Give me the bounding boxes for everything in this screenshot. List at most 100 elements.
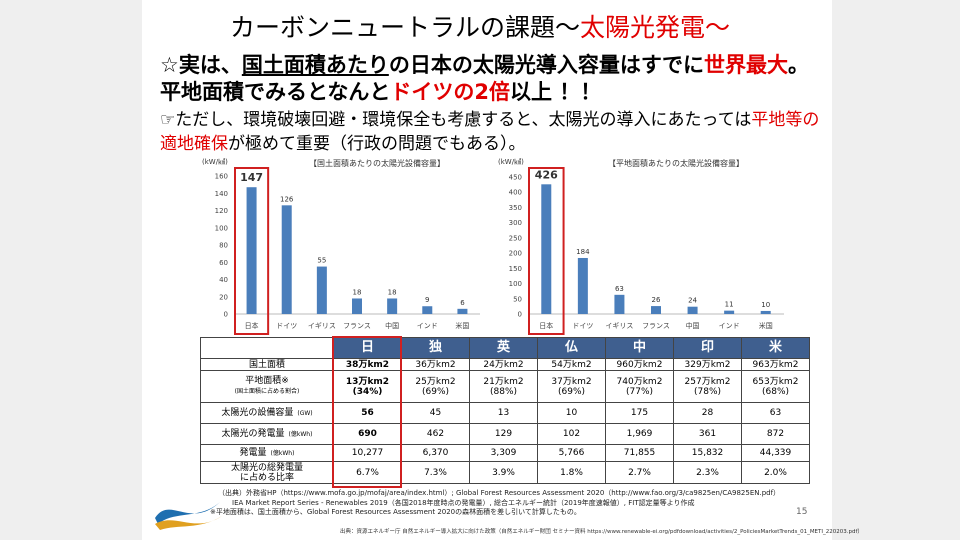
table-cell: 1,969 <box>605 423 674 445</box>
chart-title: 【平地面積あたりの太陽光設備容量】 <box>608 158 744 168</box>
y-tick-label: 350 <box>509 204 522 212</box>
bullet-segment: 平地等の適地確保 <box>160 110 820 154</box>
y-tick-label: 0 <box>518 311 522 319</box>
value-label: 147 <box>240 171 263 184</box>
y-tick-label: 120 <box>215 207 228 215</box>
value-label: 10 <box>761 301 770 309</box>
row-label-text: に占める比率 <box>239 472 294 483</box>
cell-text: 329万km2 <box>684 359 731 370</box>
bullet-segment: ☞ただし、環境破壊回避・環境保全も考慮すると、太陽光の導入にあたっては <box>160 110 752 130</box>
x-tick-label: 日本 <box>245 321 259 330</box>
logo-swoosh <box>155 516 222 530</box>
row-label-text: 太陽光の発電量 <box>221 428 285 439</box>
cell-text: (88%) <box>489 386 518 397</box>
value-label: 6 <box>460 299 465 307</box>
cell-text: 6.7% <box>356 467 379 478</box>
bar <box>316 266 327 314</box>
table-cell: 44,339 <box>741 444 810 462</box>
table-cell: 28 <box>673 402 742 424</box>
table-cell: 24万km2 <box>469 358 538 371</box>
highlight-box <box>332 336 402 488</box>
table-cell: 462 <box>401 423 470 445</box>
cell-text: 10 <box>565 408 578 418</box>
cell-text: 38万km2 <box>345 359 390 370</box>
bullet-segment: が極めて重要（行政の問題でもある）。 <box>228 134 526 154</box>
bar <box>614 294 625 314</box>
cell-text: 2.7% <box>628 467 651 478</box>
row-label-text: 平地面積※ <box>245 376 289 386</box>
row-label: 平地面積※ (国土面積に占める割合) <box>200 370 334 403</box>
bullet-segment: 世界最大 <box>704 53 789 77</box>
table-cell: 45 <box>401 402 470 424</box>
row-label-text: 太陽光の設備容量 <box>221 407 294 418</box>
y-tick-label: 80 <box>219 242 228 250</box>
table-cell: 63 <box>741 402 810 424</box>
value-label: 426 <box>535 168 558 181</box>
cell-text: 2.0% <box>764 467 787 478</box>
cell-text: 37万km2 <box>551 376 592 387</box>
cell-text: 1.8% <box>560 467 583 478</box>
table-row: 太陽光の設備容量 (GW) 56 45 13 10 175 28 63 <box>200 402 810 424</box>
header-cell: 印 <box>673 337 742 359</box>
value-label: 11 <box>725 301 734 309</box>
table-cell: 54万km2 <box>537 358 606 371</box>
bar <box>246 187 257 314</box>
table-cell: 10 <box>537 402 606 424</box>
bullet: ☞ただし、環境破壊回避・環境保全も考慮すると、太陽光の導入にあたっては平地等の適… <box>160 108 835 156</box>
table-cell: 2.7% <box>605 461 674 484</box>
cell-text: (68%) <box>761 386 790 397</box>
table-row: 平地面積※ (国土面積に占める割合) 13万km2 (34%) 25万km2 (69%) 2… <box>200 370 810 403</box>
x-tick-label: フランス <box>642 322 670 330</box>
y-tick-label: 20 <box>219 293 228 301</box>
table-cell: 21万km2 (88%) <box>469 370 538 403</box>
table-row: 太陽光の発電量 (億kWh) 690 462 129 102 1,969 361 872 <box>200 423 810 445</box>
cell-text: 44,339 <box>759 448 792 458</box>
cell-text: 28 <box>701 408 714 418</box>
x-tick-label: ドイツ <box>572 322 593 330</box>
y-tick-label: 100 <box>215 224 228 232</box>
value-label: 55 <box>317 257 326 265</box>
bullet: ☆実は、国土面積あたりの日本の太陽光導入容量はすでに世界最大。平地面積でみるとな… <box>160 52 825 106</box>
value-label: 18 <box>353 288 362 296</box>
cell-text: 7.3% <box>424 467 447 478</box>
cell-text: 3,309 <box>490 448 517 458</box>
row-label-text: 国土面積 <box>248 359 285 370</box>
table-cell: 963万km2 <box>741 358 810 371</box>
cell-text: 71,855 <box>623 448 656 458</box>
bar <box>457 308 468 314</box>
y-tick-label: 0 <box>224 311 228 319</box>
value-label: 63 <box>615 285 624 293</box>
y-tick-label: 140 <box>215 190 228 198</box>
table-cell: 13 <box>469 402 538 424</box>
cell-text: 15,832 <box>691 448 724 458</box>
cell-text: (69%) <box>421 386 450 397</box>
row-label: 太陽光の総発電量 に占める比率 <box>200 461 334 484</box>
bullet-segment: の日本の太陽光導入容量はすでに <box>388 53 705 77</box>
table-cell: 7.3% <box>401 461 470 484</box>
cell-text: 3.9% <box>492 467 515 478</box>
citation: 出典：資源エネルギー庁 自然エネルギー導入拡大に向けた政策（自然エネルギー財団 … <box>340 529 863 535</box>
y-tick-label: 160 <box>215 173 228 181</box>
y-tick-label: 40 <box>219 276 228 284</box>
table-row: 発電量 (億kWh) 10,277 6,370 3,309 5,766 71,855 15,8… <box>200 444 810 462</box>
table-cell: 175 <box>605 402 674 424</box>
page-number: 15 <box>796 507 808 517</box>
y-tick-label: 200 <box>509 250 522 258</box>
table-cell: 15,832 <box>673 444 742 462</box>
row-label: 太陽光の設備容量 (GW) <box>200 402 334 424</box>
cell-text: 63 <box>769 408 782 418</box>
x-tick-label: 米国 <box>455 321 469 330</box>
y-tick-label: 50 <box>513 295 522 303</box>
bullet-segment: 。平地面積でみるとなんと <box>160 53 810 104</box>
cell-text: 653万km2 <box>752 376 799 387</box>
cell-text: (69%) <box>557 386 586 397</box>
y-axis-label: (kW/㎢) <box>202 158 228 166</box>
x-tick-label: 中国 <box>686 321 700 330</box>
cell-text: 10,277 <box>351 448 384 458</box>
table-cell: 2.0% <box>741 461 810 484</box>
header-row: 日独英仏中印米 <box>200 337 810 359</box>
y-tick-label: 250 <box>509 234 522 242</box>
cell-text: 5,766 <box>558 448 585 458</box>
header-cell: 米 <box>741 337 810 359</box>
cell-text: 129 <box>494 429 513 439</box>
